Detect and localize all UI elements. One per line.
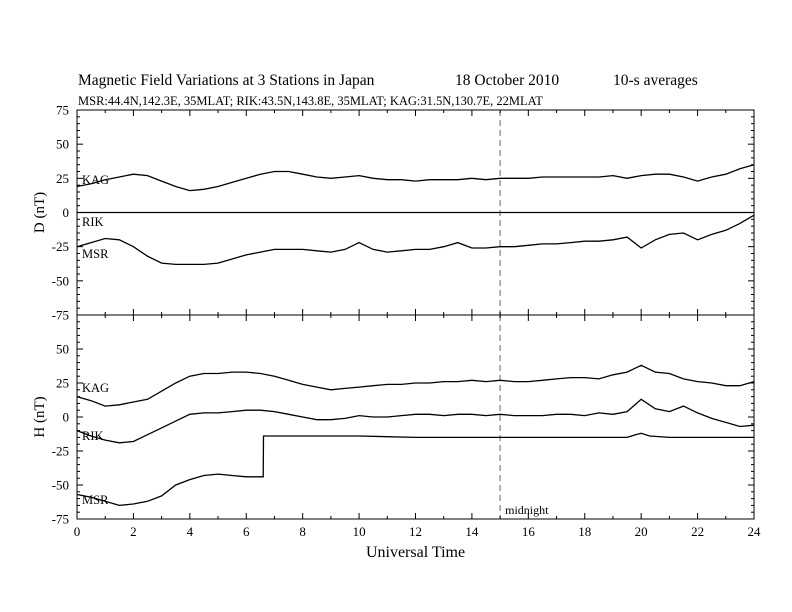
y-axis-label: D (nT) bbox=[32, 192, 48, 233]
x-tick-label: 10 bbox=[353, 524, 366, 539]
x-axis-label: Universal Time bbox=[366, 544, 465, 561]
x-tick-label: 12 bbox=[409, 524, 422, 539]
panel-frame bbox=[76, 314, 755, 520]
x-tick-label: 22 bbox=[691, 524, 704, 539]
y-tick-label: 50 bbox=[56, 137, 69, 152]
chart-title: Magnetic Field Variations at 3 Stations … bbox=[78, 72, 375, 89]
y-axis-label: H (nT) bbox=[32, 396, 48, 437]
y-tick-label: 50 bbox=[56, 342, 69, 357]
y-tick-label: -25 bbox=[52, 239, 69, 254]
y-tick-label: 25 bbox=[56, 376, 69, 391]
x-tick-label: 6 bbox=[243, 524, 250, 539]
y-tick-label: 0 bbox=[63, 410, 70, 425]
series-line-kag bbox=[76, 364, 755, 407]
x-tick-label: 16 bbox=[522, 524, 536, 539]
x-tick-label: 14 bbox=[465, 524, 479, 539]
series-label-msr: MSR bbox=[82, 247, 109, 261]
series-label-rik: RIK bbox=[82, 215, 104, 229]
x-tick-label: 8 bbox=[299, 524, 306, 539]
y-tick-label: -75 bbox=[52, 512, 69, 527]
y-tick-label: -50 bbox=[52, 478, 69, 493]
series-label-msr: MSR bbox=[82, 493, 109, 507]
y-tick-label: -75 bbox=[52, 308, 69, 323]
chart-date: 18 October 2010 bbox=[455, 72, 560, 89]
x-tick-label: 2 bbox=[130, 524, 137, 539]
y-tick-label: 0 bbox=[63, 205, 70, 220]
series-label-kag: KAG bbox=[82, 173, 109, 187]
chart-averaging: 10-s averages bbox=[613, 72, 698, 89]
y-tick-label: -50 bbox=[52, 273, 69, 288]
series-label-kag: KAG bbox=[82, 381, 109, 395]
y-tick-label: 25 bbox=[56, 171, 69, 186]
series-line-rik bbox=[76, 398, 755, 444]
x-tick-label: 24 bbox=[748, 524, 762, 539]
y-tick-label: 75 bbox=[56, 103, 69, 118]
x-tick-label: 20 bbox=[635, 524, 648, 539]
station-coordinates: MSR:44.4N,142.3E, 35MLAT; RIK:43.5N,143.… bbox=[78, 94, 543, 108]
y-tick-label: -25 bbox=[52, 444, 69, 459]
x-tick-label: 18 bbox=[578, 524, 591, 539]
panel-d: -75 -50 -25 0 25 50 75 D (nT) KAG RIK MSR bbox=[32, 103, 755, 323]
series-line-msr bbox=[76, 214, 755, 266]
x-tick-label: 0 bbox=[74, 524, 81, 539]
series-line-kag bbox=[76, 164, 755, 192]
series-label-rik: RIK bbox=[82, 429, 104, 443]
midnight-annotation: midnight bbox=[505, 503, 549, 517]
x-tick-label: 4 bbox=[187, 524, 194, 539]
series-line-msr bbox=[76, 432, 754, 507]
